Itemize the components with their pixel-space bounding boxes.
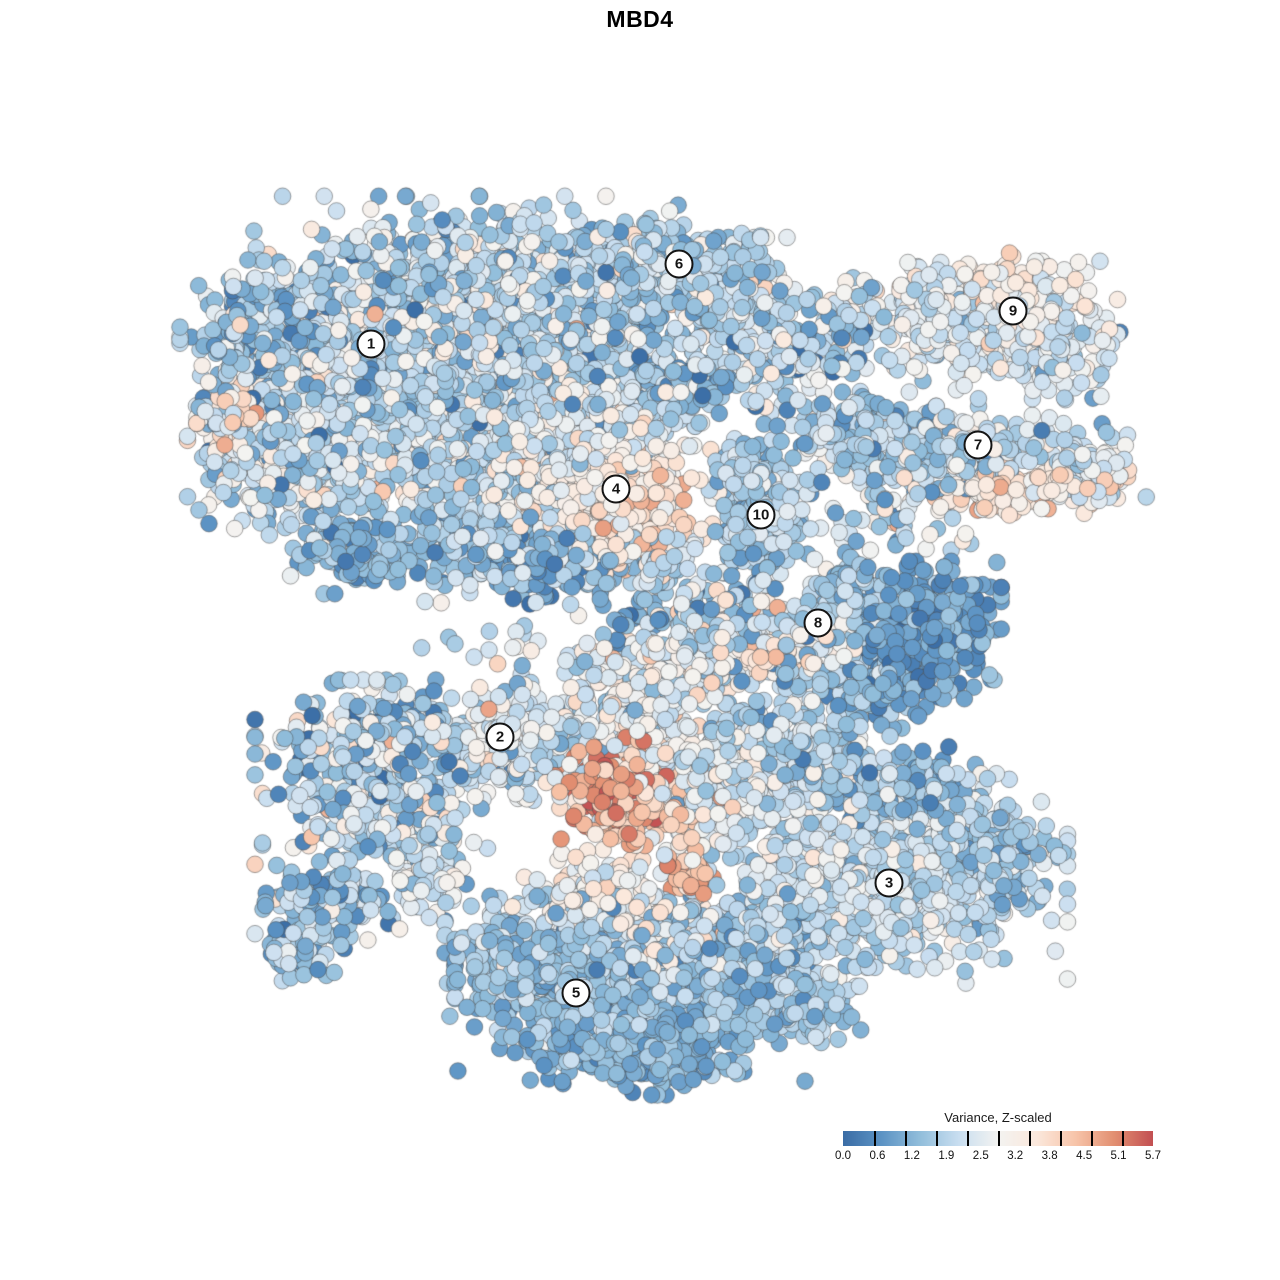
cluster-label-7: 7	[963, 430, 993, 460]
colorbar-tick	[936, 1131, 938, 1146]
colorbar-tick	[998, 1131, 1000, 1146]
colorbar-tick-labels: 0.0 0.6 1.2 1.9 2.5 3.2 3.8 4.5 5.1 5.7	[835, 1150, 1161, 1166]
colorbar-tick-label: 0.6	[869, 1150, 886, 1162]
colorbar-tick	[905, 1131, 907, 1146]
cluster-label-10: 10	[746, 500, 776, 530]
colorbar-tick-label: 4.5	[1076, 1150, 1093, 1162]
colorbar-tick-label: 2.5	[972, 1150, 989, 1162]
colorbar-tick	[1091, 1131, 1093, 1146]
cluster-label-5: 5	[561, 978, 591, 1008]
colorbar-tick	[1122, 1131, 1124, 1146]
cluster-label-9: 9	[998, 296, 1028, 326]
cluster-label-1: 1	[356, 329, 386, 359]
colorbar-tick-label: 0.0	[835, 1150, 851, 1162]
cluster-label-2: 2	[485, 722, 515, 752]
cluster-label-4: 4	[601, 474, 631, 504]
colorbar	[843, 1131, 1153, 1146]
cluster-label-8: 8	[803, 608, 833, 638]
colorbar-tick	[967, 1131, 969, 1146]
colorbar-tick-label: 1.2	[903, 1150, 920, 1162]
colorbar-tick-label: 3.8	[1041, 1150, 1058, 1162]
colorbar-tick-label: 5.7	[1145, 1150, 1161, 1162]
colorbar-tick	[874, 1131, 876, 1146]
colorbar-tick	[1060, 1131, 1062, 1146]
colorbar-legend: Variance, Z-scaled 0.0 0.6 1.2 1.9 2.5 3.2 3.8…	[835, 1110, 1161, 1166]
cluster-label-6: 6	[664, 249, 694, 279]
colorbar-tick-label: 1.9	[938, 1150, 955, 1162]
colorbar-tick-label: 5.1	[1110, 1150, 1127, 1162]
colorbar-tick-label: 3.2	[1007, 1150, 1024, 1162]
colorbar-tick	[1029, 1131, 1031, 1146]
legend-title: Variance, Z-scaled	[944, 1110, 1052, 1125]
cluster-label-3: 3	[874, 868, 904, 898]
